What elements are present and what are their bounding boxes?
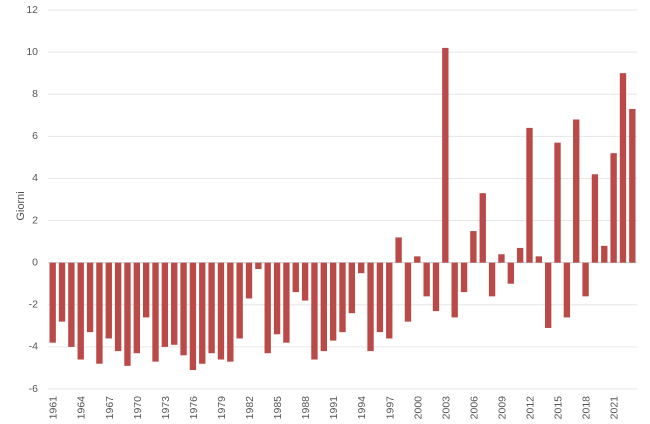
bar-2007 bbox=[479, 193, 486, 263]
bar-1961 bbox=[49, 262, 56, 343]
y-tick-label: 0 bbox=[32, 256, 38, 268]
bar-1972 bbox=[152, 262, 159, 362]
bar-2020 bbox=[601, 245, 608, 263]
bar-1982 bbox=[245, 262, 253, 299]
bar-2010 bbox=[507, 262, 514, 284]
bar-1990 bbox=[320, 262, 327, 352]
y-tick-label: -6 bbox=[29, 383, 38, 395]
x-tick-label: 1994 bbox=[356, 396, 368, 420]
bar-2011 bbox=[516, 247, 524, 263]
bar-1989 bbox=[311, 262, 318, 360]
bar-1971 bbox=[142, 262, 150, 318]
bar-2008 bbox=[488, 262, 496, 297]
y-tick-label: 4 bbox=[32, 172, 38, 184]
bar-2018 bbox=[582, 262, 589, 297]
bar-1988 bbox=[301, 262, 309, 301]
bar-1993 bbox=[348, 262, 356, 314]
bar-1997 bbox=[386, 262, 393, 339]
y-tick-labels: -6 -4 -2 0 2 4 6 8 10 12 bbox=[26, 4, 38, 395]
x-tick-label: 1967 bbox=[104, 396, 116, 420]
bar-2005 bbox=[460, 262, 468, 293]
bar-2009 bbox=[498, 254, 505, 263]
bar-1998 bbox=[395, 237, 402, 263]
bar-1994 bbox=[358, 262, 365, 274]
y-axis-title: Giorni bbox=[15, 191, 27, 220]
bar-2023 bbox=[629, 108, 636, 263]
y-tick-label: 2 bbox=[32, 214, 38, 226]
bar-1999 bbox=[404, 262, 412, 322]
bar-1973 bbox=[161, 262, 169, 347]
bar-2021 bbox=[610, 153, 617, 263]
x-tick-label: 1961 bbox=[48, 396, 60, 420]
x-tick-label: 1997 bbox=[384, 396, 396, 420]
x-tick-label: 1964 bbox=[76, 396, 88, 420]
bar-1970 bbox=[133, 262, 140, 354]
bar-1969 bbox=[124, 262, 131, 366]
bar-2006 bbox=[470, 231, 477, 263]
bar-1979 bbox=[217, 262, 225, 360]
bar-1974 bbox=[171, 262, 178, 345]
x-tick-labels: 1961 1964 1967 1970 1973 1976 1979 1982 1985 1988… bbox=[48, 396, 621, 420]
bar-1991 bbox=[329, 262, 337, 341]
bar-2019 bbox=[591, 174, 599, 263]
y-tick-label: -4 bbox=[29, 341, 38, 353]
bar-1975 bbox=[180, 262, 187, 356]
x-tick-label: 2003 bbox=[440, 396, 452, 420]
x-tick-label: 1991 bbox=[328, 396, 340, 420]
bar-2014 bbox=[545, 262, 552, 328]
bar-1965 bbox=[86, 262, 94, 333]
bar-1985 bbox=[273, 262, 281, 335]
bar-2000 bbox=[414, 256, 421, 263]
bar-2016 bbox=[563, 262, 571, 318]
bar-1983 bbox=[255, 262, 262, 269]
bar-1978 bbox=[208, 262, 215, 354]
x-tick-label: 2018 bbox=[581, 396, 593, 420]
y-tick-label: 10 bbox=[26, 46, 38, 58]
bar-1980 bbox=[227, 262, 234, 362]
bar-1977 bbox=[199, 262, 206, 364]
bar-1963 bbox=[68, 262, 75, 347]
x-tick-label: 2015 bbox=[553, 396, 565, 420]
x-tick-label: 1976 bbox=[188, 396, 200, 420]
bar-1992 bbox=[339, 262, 346, 333]
bar-1981 bbox=[236, 262, 243, 339]
bars bbox=[49, 47, 636, 371]
bar-1976 bbox=[189, 262, 197, 371]
y-tick-label: 12 bbox=[26, 4, 38, 16]
y-tick-label: 6 bbox=[32, 130, 38, 142]
bar-1984 bbox=[264, 262, 271, 354]
bar-2001 bbox=[423, 262, 430, 297]
x-tick-label: 1970 bbox=[132, 396, 144, 420]
bar-1962 bbox=[58, 262, 66, 322]
bar-2004 bbox=[451, 262, 458, 318]
bar-2022 bbox=[619, 73, 627, 263]
bar-2017 bbox=[573, 119, 580, 263]
x-tick-label: 2000 bbox=[412, 396, 424, 420]
bar-1967 bbox=[105, 262, 112, 339]
x-tick-label: 2012 bbox=[524, 396, 536, 420]
x-tick-label: 1979 bbox=[216, 396, 228, 420]
x-tick-label: 1973 bbox=[160, 396, 172, 420]
bar-1964 bbox=[77, 262, 84, 360]
bar-1995 bbox=[367, 262, 374, 352]
x-tick-label: 1982 bbox=[244, 396, 256, 420]
bar-1987 bbox=[292, 262, 299, 293]
bar-1986 bbox=[283, 262, 290, 343]
x-tick-label: 2009 bbox=[496, 396, 508, 420]
x-tick-label: 1988 bbox=[300, 396, 312, 420]
y-tick-label: -2 bbox=[29, 299, 38, 311]
x-tick-label: 2021 bbox=[609, 396, 621, 420]
y-tick-label: 8 bbox=[32, 88, 38, 100]
bar-2003 bbox=[442, 47, 449, 263]
x-tick-label: 1985 bbox=[272, 396, 284, 420]
bar-2012 bbox=[526, 127, 533, 263]
bar-1996 bbox=[376, 262, 384, 333]
bar-1968 bbox=[114, 262, 122, 352]
bar-2013 bbox=[535, 256, 543, 263]
bar-2015 bbox=[554, 142, 561, 263]
bar-1966 bbox=[96, 262, 103, 364]
bar-2002 bbox=[432, 262, 440, 312]
x-tick-label: 2006 bbox=[468, 396, 480, 420]
